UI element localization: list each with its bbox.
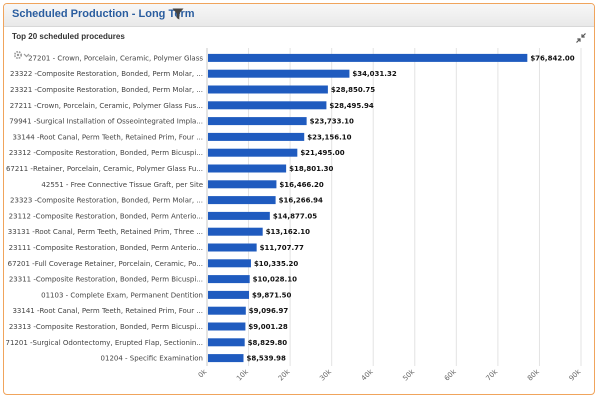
x-tick-label: 80k: [526, 367, 541, 382]
data-label: $76,842.00: [530, 54, 574, 62]
filter-icon[interactable]: [172, 8, 184, 21]
data-label: $13,162.10: [266, 228, 310, 236]
gear-icon[interactable]: [13, 47, 31, 60]
bar[interactable]: [208, 69, 350, 78]
category-label: 01103 - Complete Exam, Permanent Dentiti…: [41, 291, 203, 299]
category-label: 23323 -Composite Restoration, Bonded, Pe…: [10, 197, 203, 205]
bar[interactable]: [208, 101, 327, 110]
collapse-arrows-icon[interactable]: [576, 30, 586, 43]
category-label: 71201 -Surgical Odontectomy, Erupted Fla…: [6, 339, 203, 347]
bar[interactable]: [208, 338, 245, 347]
category-label: 01204 - Specific Examination: [101, 355, 203, 363]
category-label: 33141 -Root Canal, Perm Teeth, Retained …: [12, 307, 203, 315]
bar[interactable]: [208, 196, 276, 205]
bar[interactable]: [208, 306, 246, 315]
bar[interactable]: [208, 227, 263, 236]
data-label: $16,466.20: [279, 181, 323, 189]
data-label: $21,495.00: [300, 149, 344, 157]
procedures-bar-chart: 27201 - Crown, Porcelain, Ceramic, Polym…: [6, 48, 583, 383]
x-tick-label: 0k: [197, 367, 209, 379]
data-label: $11,707.77: [260, 244, 304, 252]
bar[interactable]: [208, 243, 257, 252]
bar[interactable]: [208, 53, 528, 62]
bar[interactable]: [208, 259, 251, 268]
category-label: 23321 -Composite Restoration, Bonded, Pe…: [10, 86, 203, 94]
chart-subtitle: Top 20 scheduled procedures: [12, 32, 125, 41]
category-label: 23112 -Composite Restoration, Bonded, Pe…: [9, 212, 203, 220]
scheduled-production-panel: Scheduled Production - Long Term Top 20 …: [3, 3, 595, 395]
bar[interactable]: [208, 322, 246, 331]
data-label: $34,031.32: [352, 70, 396, 78]
data-label: $9,871.50: [252, 291, 292, 299]
category-label: 42551 - Free Connective Tissue Graft, pe…: [41, 181, 203, 189]
bar[interactable]: [208, 211, 270, 220]
data-label: $28,850.75: [331, 86, 375, 94]
data-label: $18,801.30: [289, 165, 333, 173]
category-label: 67201 -Full Coverage Retainer, Porcelain…: [8, 260, 203, 268]
bar[interactable]: [208, 354, 244, 363]
category-label: 23322 -Composite Restoration, Bonded, Pe…: [10, 70, 203, 78]
bar[interactable]: [208, 290, 250, 299]
category-label: 23311 -Composite Restoration, Bonded, Pe…: [9, 276, 203, 284]
data-label: $23,733.10: [310, 118, 354, 126]
data-label: $8,539.98: [246, 355, 286, 363]
category-label: 23111 -Composite Restoration, Bonded, Pe…: [9, 244, 203, 252]
bar[interactable]: [208, 275, 250, 284]
x-tick-label: 10k: [235, 367, 250, 382]
bar[interactable]: [208, 148, 298, 157]
data-label: $16,266.94: [279, 197, 323, 205]
panel-title-bar: Scheduled Production - Long Term: [4, 4, 594, 27]
category-label: 67211 -Retainer, Porcelain, Ceramic, Pol…: [6, 165, 203, 173]
bar[interactable]: [208, 117, 307, 126]
data-label: $10,335.20: [254, 260, 298, 268]
data-label: $9,001.28: [248, 323, 288, 331]
x-tick-label: 60k: [443, 367, 458, 382]
bar[interactable]: [208, 132, 305, 141]
x-tick-label: 40k: [360, 367, 375, 382]
x-tick-label: 30k: [318, 367, 333, 382]
category-label: 23312 -Composite Restoration, Bonded, Pe…: [9, 149, 203, 157]
x-tick-label: 20k: [277, 367, 292, 382]
x-tick-label: 50k: [401, 367, 416, 382]
bar[interactable]: [208, 180, 277, 189]
category-label: 79941 -Surgical Installation of Osseoint…: [9, 118, 203, 126]
data-label: $28,495.94: [329, 102, 373, 110]
data-label: $10,028.10: [253, 276, 297, 284]
data-label: $9,096.97: [249, 307, 289, 315]
data-label: $23,156.10: [307, 133, 351, 141]
category-label: 27211 -Crown, Porcelain, Ceramic, Polyme…: [10, 102, 203, 110]
data-label: $8,829.80: [248, 339, 288, 347]
category-label: 27201 - Crown, Porcelain, Ceramic, Polym…: [28, 54, 203, 62]
category-label: 23313 -Composite Restoration, Bonded, Pe…: [9, 323, 203, 331]
bar[interactable]: [208, 164, 287, 173]
x-tick-label: 70k: [484, 367, 499, 382]
category-label: 33131 -Root Canal, Perm Teeth, Retained …: [8, 228, 203, 236]
panel-title: Scheduled Production - Long Term: [12, 8, 195, 20]
x-tick-label: 90k: [568, 367, 583, 382]
data-label: $14,877.05: [273, 212, 317, 220]
bar[interactable]: [208, 85, 328, 94]
category-label: 33144 -Root Canal, Perm Teeth, Retained …: [12, 133, 203, 141]
